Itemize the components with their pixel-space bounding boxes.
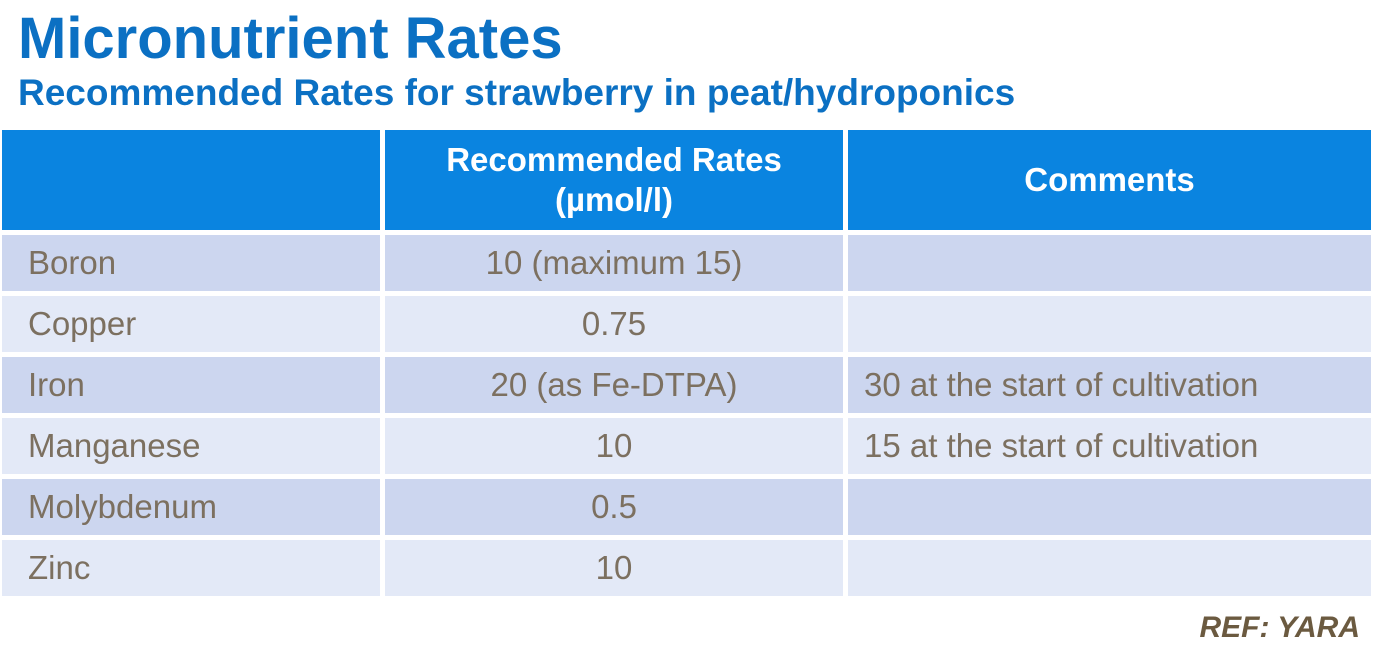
title-block: Micronutrient Rates Recommended Rates fo… [18,8,1355,114]
nutrient-cell: Copper [2,296,380,352]
rate-cell: 10 (maximum 15) [385,235,843,291]
nutrient-cell: Zinc [2,540,380,596]
comment-cell [848,235,1371,291]
comment-cell: 15 at the start of cultivation [848,418,1371,474]
comment-cell [848,540,1371,596]
page-title: Micronutrient Rates [18,6,563,71]
nutrient-cell: Molybdenum [2,479,380,535]
rate-cell: 20 (as Fe-DTPA) [385,357,843,413]
comment-cell [848,479,1371,535]
rate-cell: 10 [385,418,843,474]
reference-label: REF: YARA [1199,611,1360,644]
rate-cell: 10 [385,540,843,596]
comment-cell [848,296,1371,352]
rate-cell: 0.75 [385,296,843,352]
comment-cell: 30 at the start of cultivation [848,357,1371,413]
rate-cell: 0.5 [385,479,843,535]
rates-table: Recommended Rates (µmol/l) Comments Boro… [0,130,1373,596]
nutrient-cell: Boron [2,235,380,291]
nutrient-cell: Manganese [2,418,380,474]
header-cell-rates: Recommended Rates (µmol/l) [385,130,843,230]
page-subtitle: Recommended Rates for strawberry in peat… [18,72,1016,113]
nutrient-cell: Iron [2,357,380,413]
header-cell-nutrient [2,130,380,230]
header-cell-comments: Comments [848,130,1371,230]
